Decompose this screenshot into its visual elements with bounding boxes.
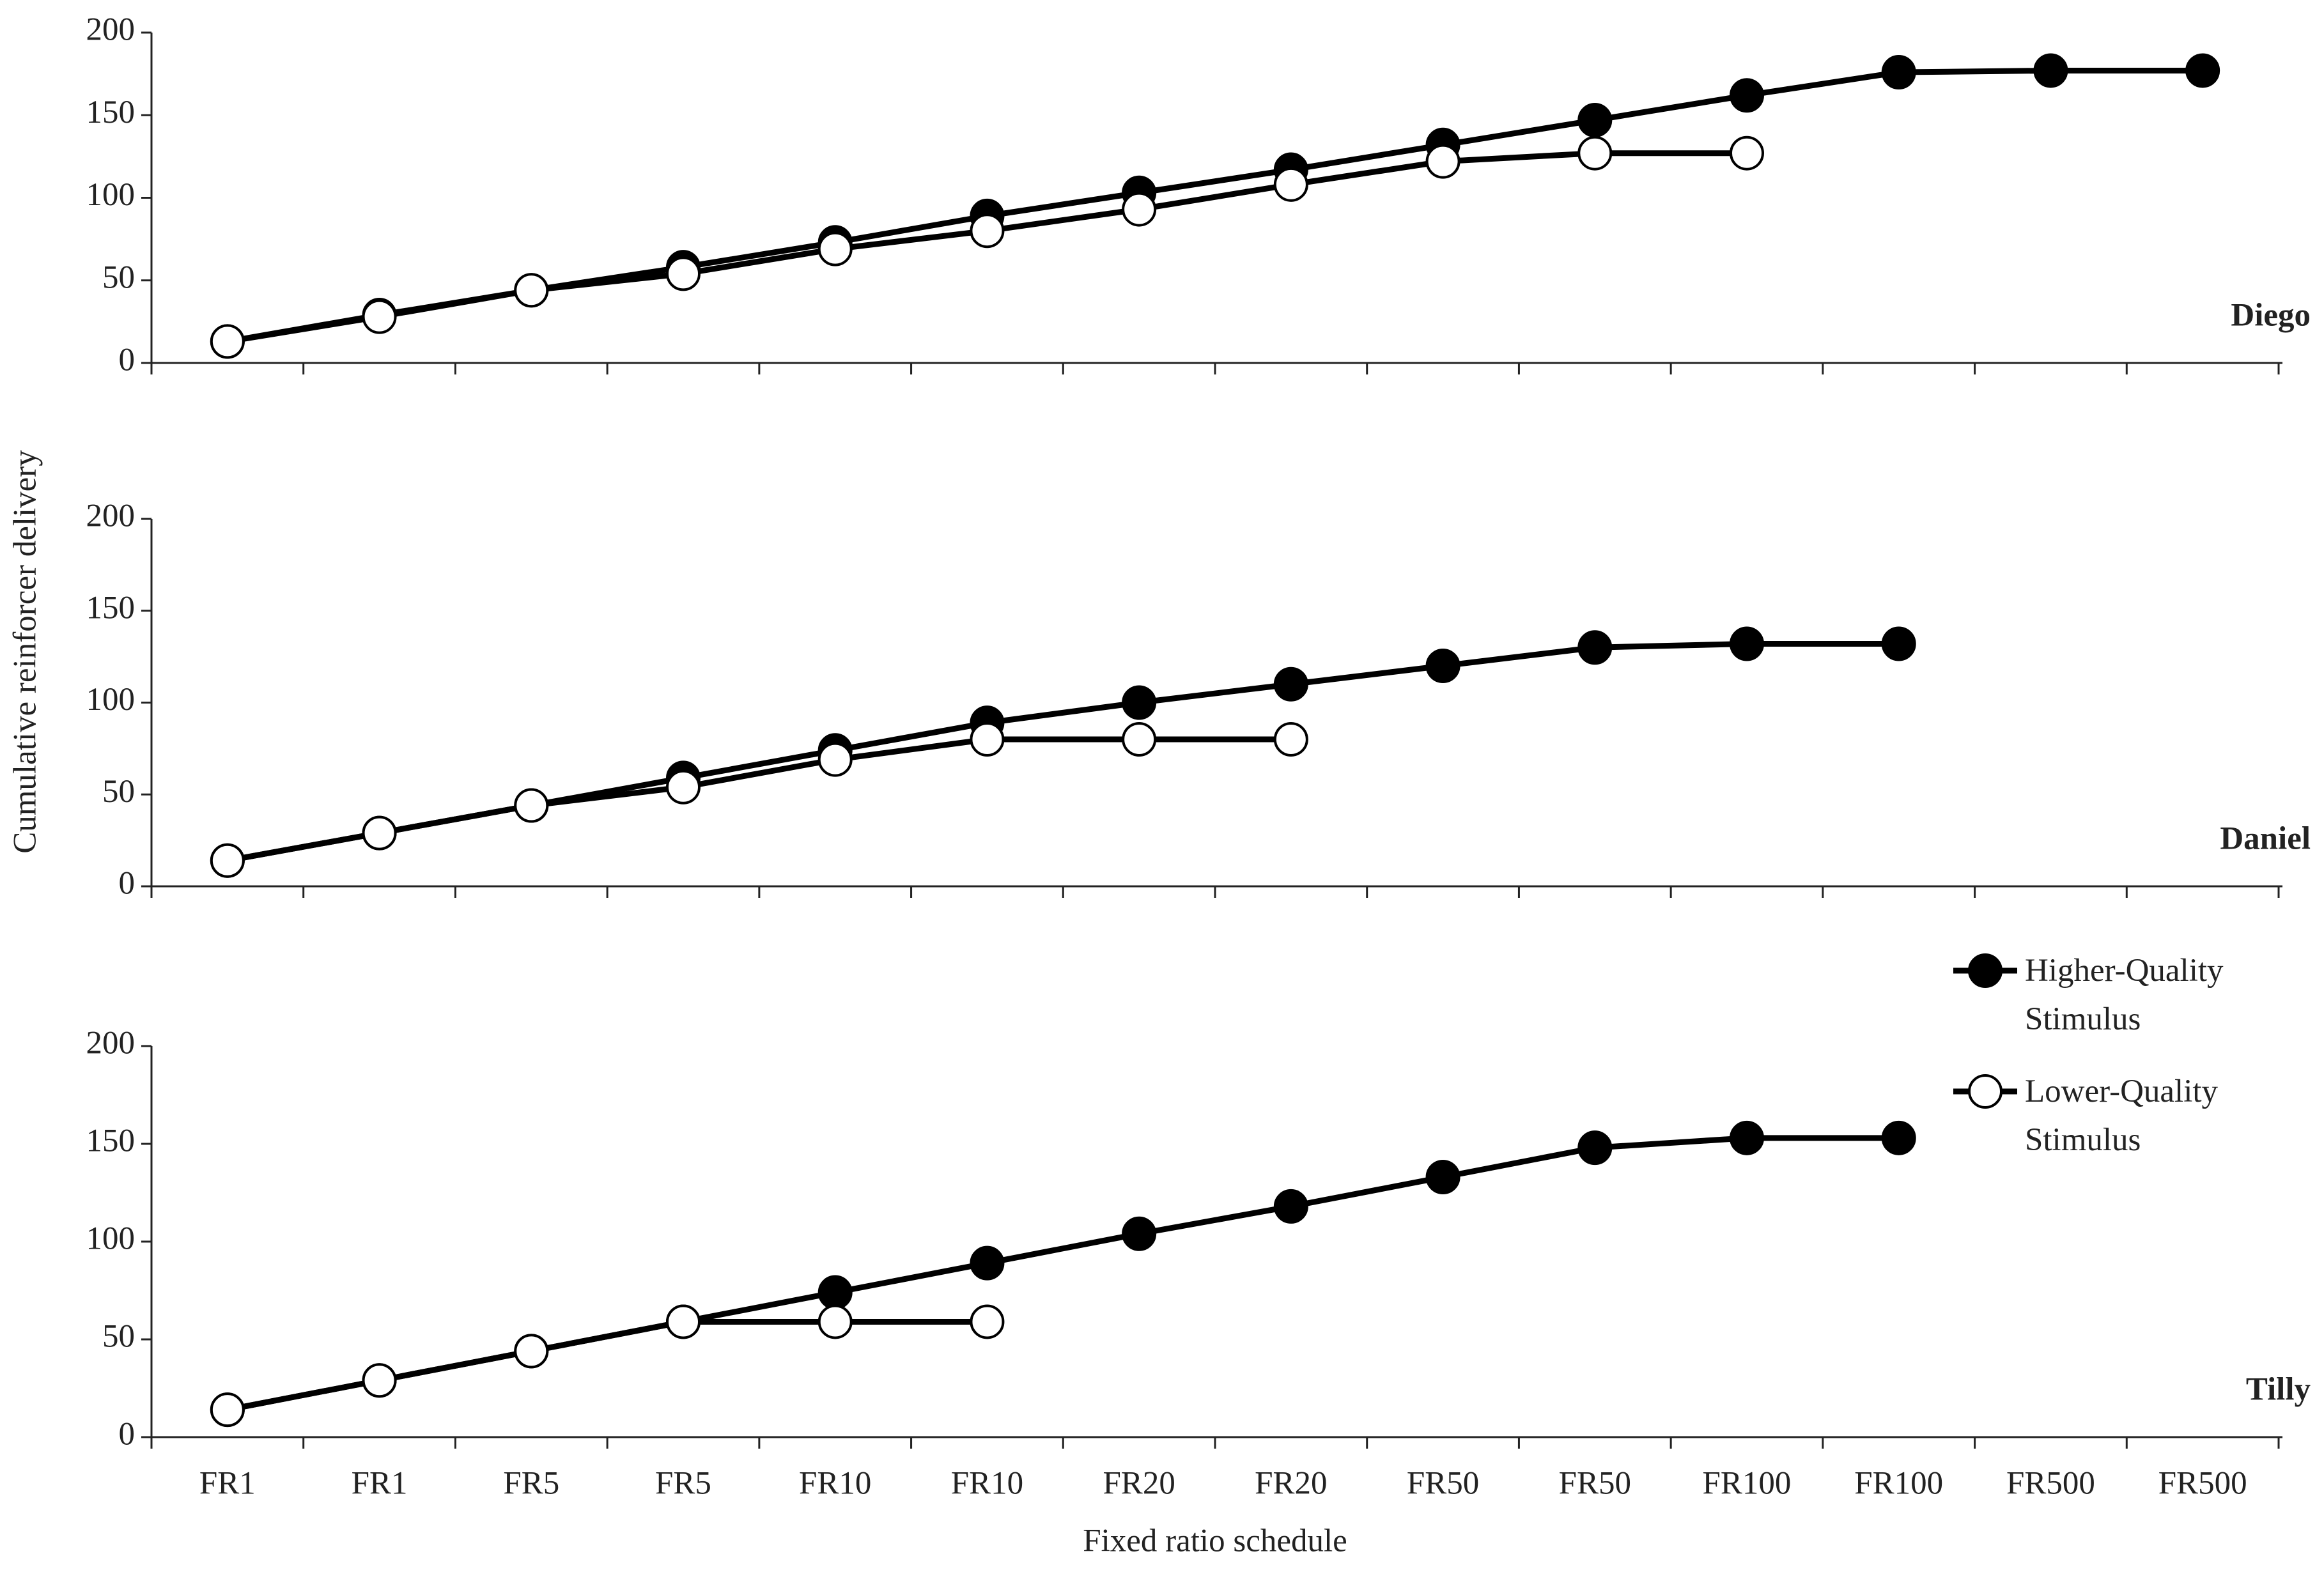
data-point — [1122, 1216, 1157, 1251]
data-point — [970, 1245, 1005, 1281]
x-tick-label: FR1 — [199, 1466, 256, 1502]
y-tick-label: 50 — [102, 1319, 135, 1355]
y-tick-label: 100 — [86, 1221, 136, 1257]
data-point — [2185, 53, 2220, 88]
data-point — [362, 299, 397, 334]
y-tick-label: 50 — [102, 259, 135, 295]
data-point — [514, 788, 549, 823]
data-point — [1425, 1160, 1460, 1195]
y-tick-label: 200 — [86, 12, 136, 48]
series-line — [227, 1135, 1899, 1413]
data-point — [970, 722, 1005, 757]
data-point — [1577, 103, 1613, 138]
data-point — [1273, 1189, 1308, 1224]
data-point — [1425, 649, 1460, 683]
data-point — [1577, 630, 1613, 665]
data-point — [362, 1363, 397, 1398]
x-tick-label: FR1 — [352, 1466, 408, 1502]
data-point — [970, 213, 1005, 249]
legend-marker — [1968, 953, 2003, 988]
data-point — [1577, 135, 1613, 171]
series-line — [227, 736, 1291, 864]
y-tick-label: 150 — [86, 590, 136, 626]
data-point — [970, 1304, 1005, 1339]
y-tick-label: 100 — [86, 682, 136, 718]
x-tick-label: FR5 — [655, 1466, 711, 1502]
data-point — [817, 742, 853, 777]
y-tick-label: 0 — [119, 866, 136, 902]
data-point — [1730, 135, 1764, 171]
data-point — [514, 1334, 549, 1369]
y-tick-label: 150 — [86, 95, 136, 130]
data-point — [210, 1392, 245, 1428]
x-tick-label: FR10 — [799, 1466, 871, 1502]
data-point — [817, 231, 853, 266]
x-tick-label: FR20 — [1103, 1466, 1175, 1502]
x-tick-label: FR100 — [1854, 1466, 1943, 1502]
data-point — [1122, 722, 1157, 757]
data-point — [514, 273, 549, 308]
y-tick-label: 150 — [86, 1123, 136, 1159]
data-point — [1122, 192, 1157, 227]
y-tick-label: 200 — [86, 498, 136, 534]
data-point — [817, 1304, 853, 1339]
data-point — [1881, 626, 1916, 661]
panel-title: Daniel — [2220, 821, 2311, 857]
data-point — [666, 256, 701, 291]
x-axis-label: Fixed ratio schedule — [1083, 1523, 1347, 1559]
x-tick-label: FR100 — [1703, 1466, 1792, 1502]
legend-label: Higher-Quality Stimulus — [2025, 953, 2224, 1037]
x-tick-label: FR20 — [1255, 1466, 1327, 1502]
data-point — [210, 843, 245, 878]
y-tick-label: 200 — [86, 1026, 136, 1061]
y-tick-label: 100 — [86, 177, 136, 213]
y-tick-label: 50 — [102, 774, 135, 810]
data-point — [817, 1275, 853, 1310]
series-line — [227, 1318, 988, 1413]
panel-title: Tilly — [2246, 1372, 2311, 1408]
panel-title: Diego — [2231, 298, 2311, 334]
data-point — [1881, 55, 1916, 90]
x-tick-label: FR10 — [951, 1466, 1023, 1502]
x-tick-label: FR50 — [1407, 1466, 1479, 1502]
data-point — [1730, 1120, 1764, 1155]
y-axis-label: Cumulative reinforcer delivery — [8, 450, 43, 854]
data-point — [1273, 722, 1308, 757]
y-tick-label: 0 — [119, 1417, 136, 1452]
data-point — [1273, 167, 1308, 202]
data-point — [362, 815, 397, 851]
data-point — [210, 324, 245, 359]
data-point — [1730, 78, 1764, 113]
data-point — [2033, 53, 2068, 88]
x-tick-label: FR500 — [2158, 1466, 2247, 1502]
data-point — [1730, 626, 1764, 661]
y-tick-label: 0 — [119, 343, 136, 378]
data-point — [1577, 1130, 1613, 1166]
legend-label: Lower-Quality Stimulus — [2025, 1074, 2219, 1158]
series-line — [227, 641, 1899, 864]
x-tick-label: FR50 — [1559, 1466, 1631, 1502]
data-point — [1273, 666, 1308, 702]
data-point — [1425, 144, 1460, 179]
data-point — [1881, 1120, 1916, 1155]
x-tick-label: FR5 — [503, 1466, 559, 1502]
data-point — [1122, 685, 1157, 720]
data-point — [666, 769, 701, 805]
data-point — [666, 1304, 701, 1339]
x-tick-label: FR500 — [2006, 1466, 2095, 1502]
legend-marker — [1968, 1074, 2003, 1109]
